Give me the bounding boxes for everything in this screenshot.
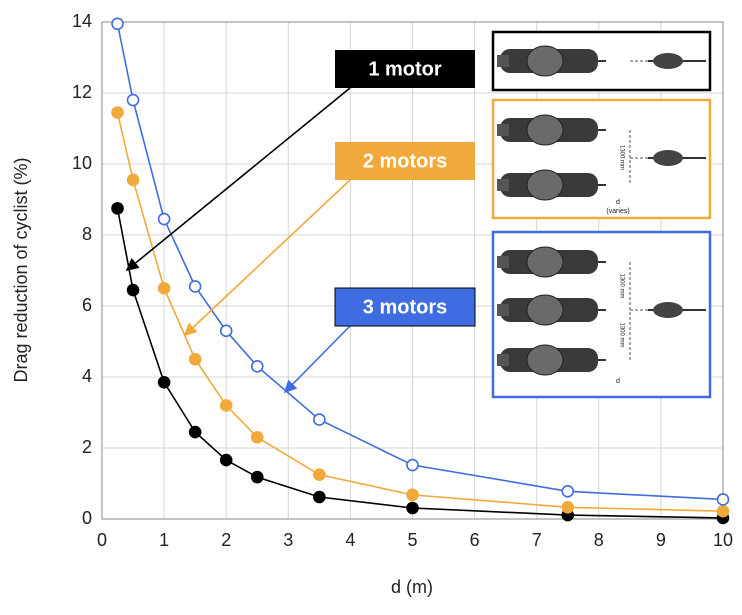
data-point <box>128 95 139 106</box>
y-tick-label: 0 <box>82 508 92 528</box>
x-tick-label: 8 <box>594 530 604 550</box>
x-tick-label: 7 <box>532 530 542 550</box>
motorbike-wheel <box>497 55 509 67</box>
data-point <box>314 491 325 502</box>
data-point <box>112 203 123 214</box>
legend-label: 3 motors <box>363 296 447 318</box>
inset-label: 1300 mm <box>618 273 624 298</box>
y-tick-label: 2 <box>82 437 92 457</box>
cyclist <box>653 150 683 166</box>
data-point <box>718 494 729 505</box>
y-tick-label: 6 <box>82 295 92 315</box>
data-point <box>190 427 201 438</box>
x-tick-label: 1 <box>159 530 169 550</box>
data-point <box>159 283 170 294</box>
inset-label: d <box>616 378 620 385</box>
data-point <box>190 281 201 292</box>
data-point <box>407 489 418 500</box>
callout-arrow <box>127 88 350 270</box>
data-point <box>221 400 232 411</box>
legend-label: 1 motor <box>368 58 442 80</box>
motorbike-wheel <box>497 256 509 268</box>
rider <box>527 295 563 325</box>
x-tick-label: 5 <box>407 530 417 550</box>
y-tick-label: 12 <box>72 82 92 102</box>
motorbike-wheel <box>497 304 509 316</box>
data-point <box>407 502 418 513</box>
data-point <box>112 18 123 29</box>
data-point <box>252 472 263 483</box>
x-tick-label: 9 <box>656 530 666 550</box>
rider <box>527 345 563 375</box>
x-tick-label: 10 <box>713 530 733 550</box>
y-axis-label: Drag reduction of cyclist (%) <box>11 157 31 382</box>
data-point <box>159 214 170 225</box>
data-point <box>128 174 139 185</box>
data-point <box>221 325 232 336</box>
data-point <box>128 285 139 296</box>
y-tick-label: 10 <box>72 153 92 173</box>
x-tick-label: 0 <box>97 530 107 550</box>
rider <box>527 247 563 277</box>
inset-label: 1300 mm <box>618 145 624 170</box>
chart: d (m) Drag reduction of cyclist (%) 0123… <box>0 0 742 610</box>
cyclist <box>653 302 683 318</box>
cyclist <box>653 53 683 69</box>
data-point <box>314 414 325 425</box>
data-point <box>252 432 263 443</box>
data-point <box>159 377 170 388</box>
motorbike-wheel <box>497 124 509 136</box>
data-point <box>190 354 201 365</box>
motorbike-wheel <box>497 179 509 191</box>
x-tick-label: 2 <box>221 530 231 550</box>
data-point <box>407 460 418 471</box>
legend-label: 2 motors <box>363 150 447 172</box>
y-tick-label: 4 <box>82 366 92 386</box>
data-point <box>562 486 573 497</box>
data-point <box>314 469 325 480</box>
y-tick-label: 8 <box>82 224 92 244</box>
data-point <box>562 502 573 513</box>
x-tick-label: 4 <box>345 530 355 550</box>
motorbike-wheel <box>497 354 509 366</box>
x-tick-label: 6 <box>470 530 480 550</box>
y-tick-label: 14 <box>72 11 92 31</box>
inset-label: 1300 mm <box>618 322 624 347</box>
data-point <box>112 107 123 118</box>
inset-label: d <box>616 199 620 206</box>
data-point <box>718 506 729 517</box>
data-point <box>221 455 232 466</box>
callout-arrow <box>285 326 350 392</box>
data-point <box>252 361 263 372</box>
rider <box>527 115 563 145</box>
inset-label: (varies) <box>606 208 629 215</box>
rider <box>527 46 563 76</box>
x-tick-label: 3 <box>283 530 293 550</box>
x-axis-label: d (m) <box>391 577 433 597</box>
rider <box>527 170 563 200</box>
